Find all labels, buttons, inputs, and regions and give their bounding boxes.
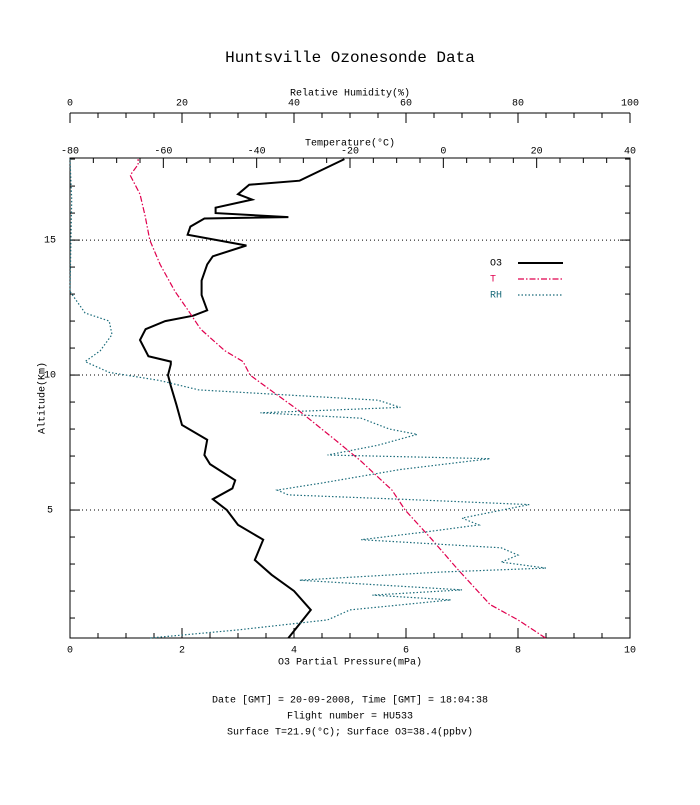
x-tick-label: 100 xyxy=(621,99,639,110)
x-tick-label: 2 xyxy=(179,646,185,657)
x-tick-label: 0 xyxy=(440,147,446,158)
x-tick-label: 40 xyxy=(624,147,636,158)
footer-line: Date [GMT] = 20-09-2008, Time [GMT] = 18… xyxy=(212,695,488,707)
chart-title: Huntsville Ozonesonde Data xyxy=(225,49,475,67)
y-tick-label: 5 xyxy=(47,506,53,517)
x-tick-label: 80 xyxy=(512,99,524,110)
x-tick-label: 60 xyxy=(400,99,412,110)
footer-line: Flight number = HU533 xyxy=(287,711,413,723)
x-tick-label: 6 xyxy=(403,646,409,657)
series-line xyxy=(69,159,547,639)
legend-label: RH xyxy=(490,291,502,302)
x-tick-label: 8 xyxy=(515,646,521,657)
x-tick-label: -80 xyxy=(61,147,79,158)
x3-axis-label: Temperature(°C) xyxy=(305,138,395,150)
x-tick-label: 0 xyxy=(67,99,73,110)
y-tick-label: 10 xyxy=(44,371,56,382)
x-tick-label: 0 xyxy=(67,646,73,657)
footer-line: Surface T=21.9(°C); Surface O3=38.4(ppbv… xyxy=(227,727,473,739)
x-tick-label: -60 xyxy=(154,147,172,158)
x-tick-label: 20 xyxy=(531,147,543,158)
x-tick-label: 20 xyxy=(176,99,188,110)
x-axis-label: O3 Partial Pressure(mPa) xyxy=(278,657,422,669)
x-tick-label: -20 xyxy=(341,147,359,158)
series-line xyxy=(129,159,546,639)
y-axis-label: Altitude(Km) xyxy=(37,362,49,434)
y-tick-label: 15 xyxy=(44,236,56,247)
x-tick-label: 10 xyxy=(624,646,636,657)
legend-label: O3 xyxy=(490,259,502,270)
x-tick-label: 4 xyxy=(291,646,297,657)
series-line xyxy=(138,158,345,639)
x-tick-label: 40 xyxy=(288,99,300,110)
plot-frame xyxy=(69,157,631,639)
x2-axis-label: Relative Humidity(%) xyxy=(290,88,410,100)
legend-label: T xyxy=(490,275,496,286)
x-tick-label: -40 xyxy=(248,147,266,158)
